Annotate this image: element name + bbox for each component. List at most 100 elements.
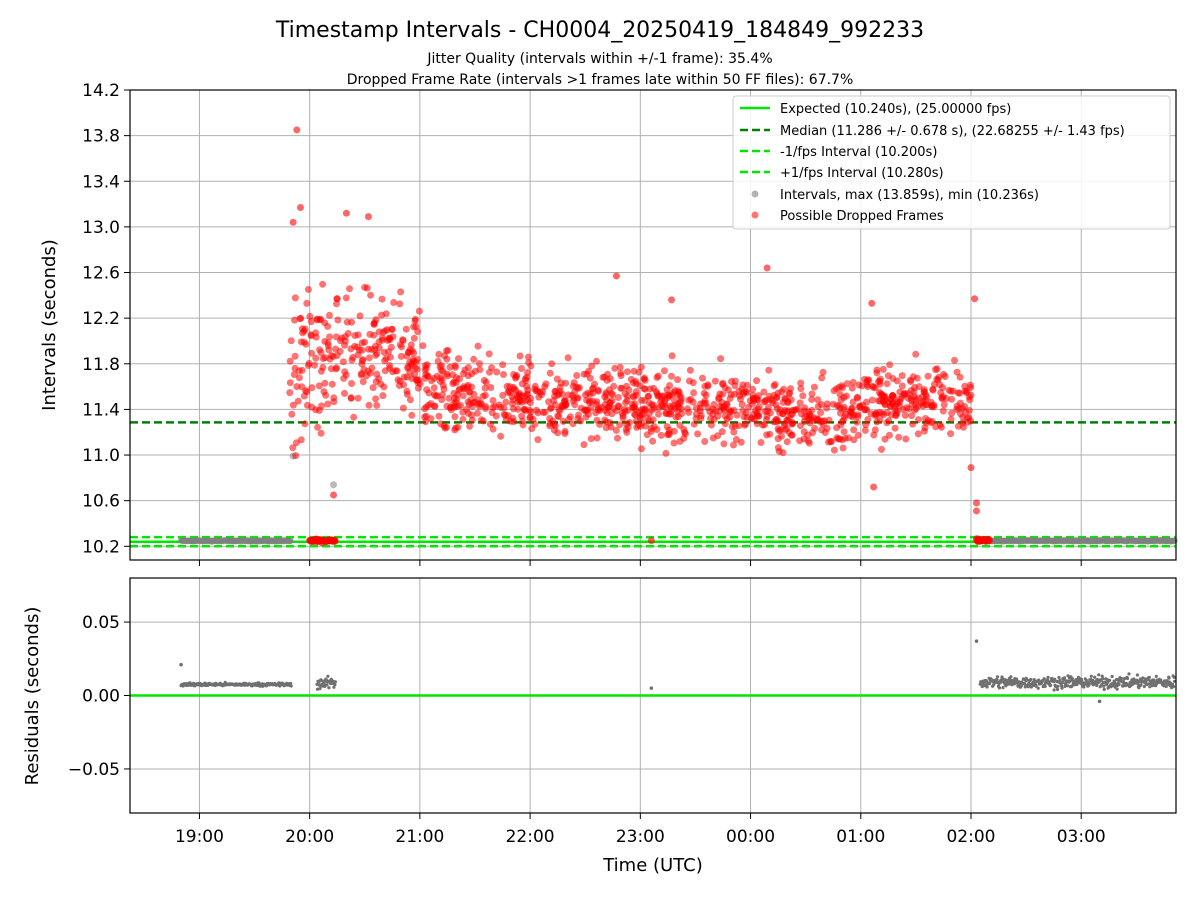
- dropped-frame-point: [927, 398, 935, 406]
- dropped-frame-point: [550, 420, 558, 428]
- dropped-frame-point: [593, 357, 600, 365]
- dropped-frame-point: [614, 434, 621, 442]
- dropped-frame-point: [357, 371, 365, 379]
- residual-point: [1095, 678, 1099, 682]
- dropped-frame-point: [561, 398, 569, 405]
- dropped-frame-point: [456, 385, 464, 393]
- dropped-frame-point: [581, 407, 588, 414]
- dropped-frame-point: [445, 394, 453, 402]
- dropped-frame-point: [296, 204, 304, 211]
- dropped-frame-point: [706, 408, 714, 416]
- dropped-frame-point: [778, 388, 786, 396]
- dropped-frame-point: [570, 379, 578, 387]
- dropped-frame-point: [910, 388, 918, 396]
- dropped-frame-point: [730, 441, 737, 449]
- dropped-frame-point: [521, 405, 528, 413]
- dropped-frame-point: [939, 407, 947, 415]
- residual-point: [1110, 674, 1114, 679]
- chart-subtitle-jitter: Jitter Quality (intervals within +/-1 fr…: [426, 51, 772, 67]
- dropped-frame-point: [892, 411, 900, 419]
- dropped-frame-point: [661, 396, 669, 404]
- dropped-frame-point: [479, 392, 487, 400]
- x-tick-label: 21:00: [395, 827, 444, 847]
- dropped-frame-point: [937, 423, 945, 431]
- dropped-frame-point: [936, 381, 944, 389]
- dropped-frame-point: [800, 428, 808, 436]
- dropped-frame-point: [772, 418, 780, 426]
- dropped-frame-point: [842, 392, 850, 400]
- dropped-frame-point: [763, 407, 771, 415]
- dropped-frame-point: [605, 402, 613, 410]
- dropped-frame-point: [450, 400, 458, 408]
- residual-point: [1132, 677, 1136, 681]
- dropped-frame-point: [532, 387, 540, 395]
- dropped-frame-point: [459, 392, 467, 400]
- residual-point: [995, 675, 1000, 679]
- dropped-frame-point: [326, 311, 333, 319]
- dropped-frame-point: [368, 364, 376, 372]
- dropped-frame-point: [413, 365, 421, 373]
- residual-point: [1115, 687, 1119, 691]
- dropped-frame-point: [308, 403, 316, 411]
- dropped-frame-point: [338, 334, 346, 342]
- dropped-frame-point: [850, 436, 858, 444]
- dropped-frame-point: [611, 364, 619, 372]
- dropped-frame-point: [382, 310, 390, 318]
- residual-point: [1043, 684, 1047, 689]
- residual-point: [1108, 678, 1112, 682]
- intervals-y-tick-label: 12.6: [82, 264, 120, 284]
- dropped-frame-point: [439, 367, 447, 375]
- dropped-frame-point: [730, 428, 738, 436]
- dropped-frame-point: [641, 376, 649, 384]
- dropped-frame-point: [438, 391, 446, 399]
- dropped-frame-point: [528, 425, 536, 433]
- interval-point: [1171, 537, 1178, 544]
- dropped-frame-point: [493, 368, 501, 376]
- dropped-frame-point: [384, 336, 391, 344]
- dropped-frame-point: [344, 330, 352, 337]
- residual-point: [1147, 675, 1151, 680]
- dropped-frame-point: [295, 374, 303, 382]
- dropped-frame-point: [408, 362, 416, 370]
- residual-point: [332, 685, 336, 689]
- dropped-frame-point: [317, 429, 325, 437]
- dropped-frame-point: [833, 402, 841, 410]
- dropped-frame-point: [879, 365, 887, 373]
- dropped-frame-point: [881, 435, 889, 443]
- dropped-frame-point: [649, 437, 657, 445]
- dropped-frame-point: [307, 331, 315, 339]
- dropped-frame-point: [365, 354, 373, 362]
- dropped-frame-point: [754, 396, 762, 404]
- dropped-frame-point: [629, 379, 637, 387]
- dropped-frame-point: [783, 408, 790, 415]
- dropped-frame-point: [951, 356, 958, 364]
- dropped-frame-point: [487, 384, 495, 391]
- dropped-frame-point: [435, 412, 443, 420]
- dropped-frame-point: [416, 380, 424, 388]
- dropped-frame-point: [474, 409, 481, 417]
- dropped-frame-point: [914, 394, 922, 402]
- dropped-frame-point: [302, 387, 310, 395]
- dropped-frame-point: [419, 342, 427, 350]
- residual-point: [1053, 677, 1057, 681]
- dropped-frame-point: [915, 416, 922, 424]
- dropped-frame-point: [608, 389, 615, 397]
- dropped-frame-point: [546, 369, 554, 377]
- residual-point: [1102, 684, 1106, 688]
- dropped-frame-point: [410, 334, 418, 342]
- legend-plus-fps-label: +1/fps Interval (10.280s): [780, 166, 944, 181]
- dropped-frame-point: [663, 410, 670, 418]
- residual-point: [1060, 681, 1065, 685]
- dropped-frame-point: [740, 388, 748, 396]
- dropped-frame-point: [638, 419, 646, 427]
- dropped-frame-point: [561, 430, 569, 437]
- dropped-frame-point: [929, 386, 937, 394]
- dropped-frame-point: [524, 369, 531, 376]
- dropped-frame-point: [521, 392, 528, 400]
- dropped-frame-point: [550, 426, 558, 434]
- residual-point: [327, 686, 331, 690]
- dropped-frame-point: [286, 389, 294, 397]
- dropped-frame-point: [967, 384, 975, 391]
- dropped-frame-point: [697, 412, 705, 419]
- dropped-frame-point: [289, 218, 297, 226]
